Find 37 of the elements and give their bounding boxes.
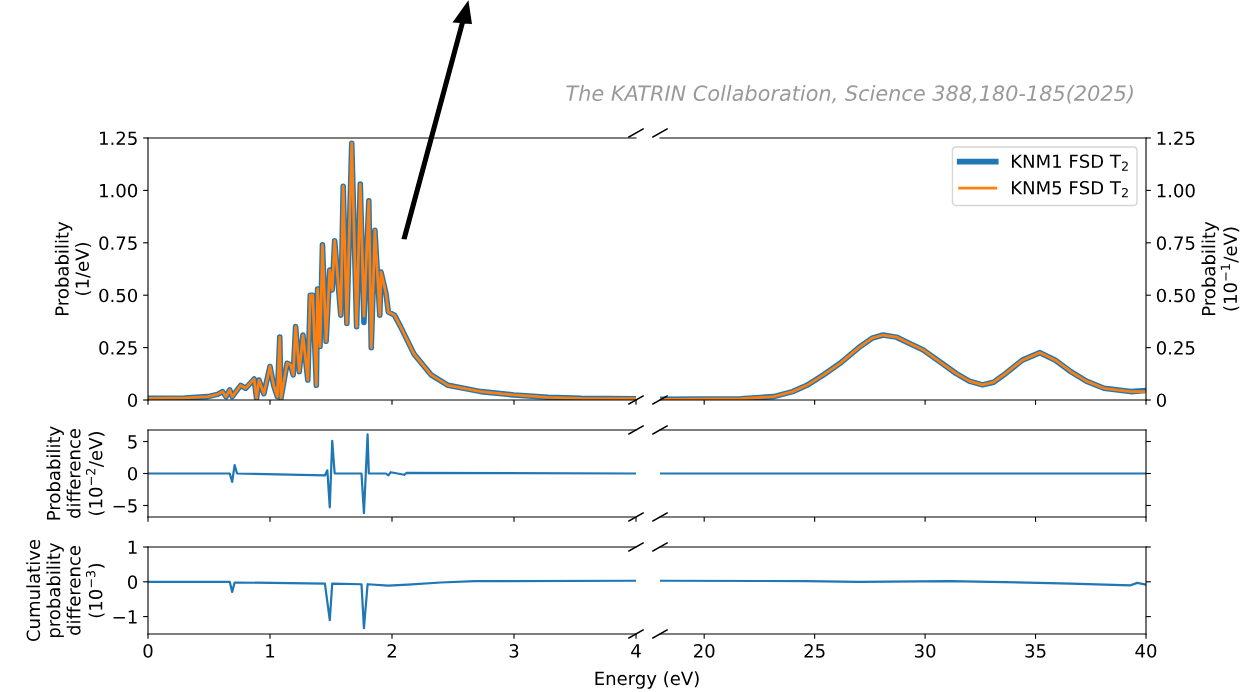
- y-tick-label: 1.00: [100, 183, 138, 198]
- x-tick-label: 20: [694, 644, 715, 658]
- x-tick-label: 30: [914, 644, 936, 658]
- y-tick-label: 0.75: [99, 236, 137, 250]
- y-tick-label: 1: [128, 540, 137, 554]
- y-tick-label: 0.50: [1156, 288, 1195, 303]
- x-tick-label: 40: [1135, 644, 1157, 658]
- y-tick-label: 0: [127, 393, 138, 408]
- y-tick-label: 0: [127, 575, 138, 589]
- y-tick-label: 0: [127, 466, 138, 481]
- y-tick-label: −5: [113, 499, 137, 513]
- x-axis-title: Energy (eV): [595, 671, 699, 689]
- legend-label: KNM5 FSD T$_{2}$: [1011, 180, 1128, 198]
- legend-label: KNM1 FSD T$_{2}$: [1011, 154, 1128, 171]
- y-tick-label: 1.25: [100, 131, 137, 146]
- x-tick-label: 2: [387, 644, 396, 658]
- y-tick-label: 0.50: [99, 288, 138, 303]
- y-axis-title: Cumulative probability difference (10$^{−3}$): [26, 539, 105, 642]
- text: The KATRIN Collaboration, Science 388,180-185(2025): [566, 84, 1133, 104]
- y-axis-title: Probability difference (10$^{−2}$/eV): [46, 426, 105, 520]
- x-tick-label: 0: [143, 644, 153, 658]
- y-tick-label: 1.00: [1157, 183, 1195, 198]
- x-tick-label: 4: [631, 644, 641, 658]
- line-series: [148, 579, 636, 630]
- y-tick-label: 0.25: [99, 341, 137, 355]
- x-tick-label: 1: [266, 644, 275, 658]
- x-tick-label: 35: [1025, 644, 1046, 658]
- y-tick-label: 0.75: [1156, 236, 1195, 250]
- y-tick-label: 0.25: [1156, 341, 1195, 355]
- y-axis-title: Probability (10$^{−1}$/eV): [1201, 221, 1240, 315]
- y-tick-label: 0: [1156, 393, 1167, 408]
- y-tick-label: 5: [128, 435, 137, 449]
- x-tick-label: 25: [804, 644, 825, 658]
- y-tick-label: 1.25: [1157, 131, 1195, 146]
- y-axis-title: Probability (1/eV): [54, 221, 92, 315]
- x-tick-label: 3: [509, 644, 519, 658]
- y-tick-label: −1: [113, 610, 137, 624]
